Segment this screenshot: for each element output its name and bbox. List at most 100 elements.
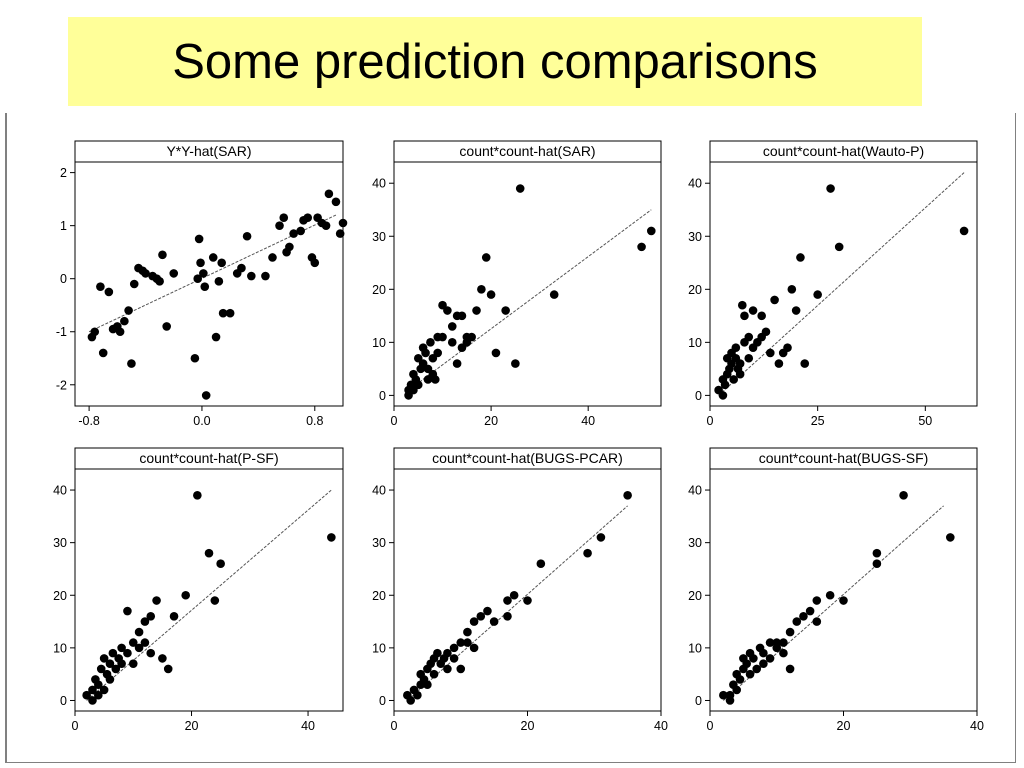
data-point bbox=[158, 250, 167, 260]
plot-area bbox=[74, 161, 344, 407]
data-point bbox=[96, 282, 105, 291]
data-point bbox=[787, 285, 797, 294]
y-tick-label: 20 bbox=[372, 589, 386, 603]
data-point bbox=[825, 590, 835, 600]
data-point bbox=[449, 654, 459, 663]
data-point bbox=[426, 338, 435, 347]
data-point bbox=[501, 306, 510, 315]
data-point bbox=[523, 596, 532, 605]
data-point bbox=[117, 659, 126, 668]
x-tick-label: 20 bbox=[185, 719, 199, 733]
data-point bbox=[261, 271, 270, 281]
data-point bbox=[759, 648, 768, 658]
data-point bbox=[338, 218, 348, 228]
data-point bbox=[218, 308, 228, 318]
data-point bbox=[163, 664, 173, 674]
data-point bbox=[503, 596, 512, 605]
data-point bbox=[406, 696, 415, 705]
data-point bbox=[959, 226, 969, 236]
y-tick-label: 0 bbox=[60, 694, 67, 708]
data-point bbox=[88, 696, 97, 705]
data-point bbox=[225, 308, 235, 318]
data-point bbox=[452, 359, 462, 368]
slide-title: Some prediction comparisons bbox=[172, 34, 818, 89]
data-point bbox=[839, 596, 848, 605]
data-point bbox=[456, 664, 466, 674]
data-point bbox=[765, 638, 775, 647]
data-point bbox=[812, 596, 822, 605]
data-point bbox=[472, 306, 481, 315]
x-tick-label: 0.0 bbox=[193, 414, 210, 428]
data-point bbox=[536, 559, 546, 568]
data-point bbox=[796, 253, 805, 262]
data-point bbox=[509, 590, 519, 600]
data-point bbox=[463, 627, 472, 637]
data-point bbox=[190, 353, 200, 363]
plot-area bbox=[393, 161, 662, 407]
x-tick-label: 0 bbox=[707, 414, 714, 428]
data-point bbox=[779, 638, 788, 647]
data-point bbox=[765, 654, 775, 663]
data-point bbox=[129, 279, 139, 289]
y-tick-label: 1 bbox=[60, 219, 67, 233]
data-point bbox=[285, 242, 294, 252]
data-point bbox=[146, 612, 156, 621]
data-point bbox=[120, 316, 129, 326]
data-point bbox=[237, 263, 246, 273]
data-point bbox=[477, 285, 486, 294]
data-point bbox=[719, 690, 728, 700]
data-point bbox=[774, 359, 784, 368]
y-tick-label: 20 bbox=[688, 283, 702, 297]
data-point bbox=[196, 258, 205, 268]
x-tick-label: 0 bbox=[391, 414, 398, 428]
data-point bbox=[214, 277, 224, 286]
x-tick-label: 40 bbox=[301, 719, 315, 733]
y-tick-label: -2 bbox=[56, 378, 67, 392]
data-point bbox=[128, 659, 138, 668]
data-point bbox=[433, 348, 442, 358]
data-point bbox=[946, 533, 955, 542]
data-point bbox=[141, 269, 150, 278]
data-point bbox=[94, 680, 103, 689]
y-tick-label: 30 bbox=[688, 230, 702, 244]
y-tick-label: 20 bbox=[53, 589, 67, 603]
data-point bbox=[104, 287, 114, 297]
scatter-panel-6: count*count-hat(BUGS-SF) 0 10 20 30 40 0 20 40 bbox=[688, 447, 984, 733]
data-point bbox=[549, 290, 559, 299]
x-tick-label: 0.8 bbox=[306, 414, 323, 428]
data-point bbox=[813, 290, 822, 299]
data-point bbox=[772, 638, 782, 647]
data-point bbox=[757, 311, 766, 321]
x-tick-label: 20 bbox=[484, 414, 498, 428]
scatter-panel-1: Y*Y-hat(SAR) -2 -1 0 1 2 -0.8 0.0 0.8 bbox=[56, 140, 348, 428]
data-point bbox=[515, 184, 525, 193]
data-point bbox=[735, 369, 745, 379]
data-point bbox=[463, 638, 472, 647]
data-point bbox=[201, 391, 211, 400]
data-point bbox=[423, 680, 432, 689]
data-point bbox=[94, 690, 103, 700]
y-tick-label: 30 bbox=[372, 536, 386, 550]
data-point bbox=[761, 327, 771, 337]
data-point bbox=[732, 685, 741, 695]
panel-title: count*count-hat(BUGS-SF) bbox=[759, 450, 929, 466]
x-tick-label: 50 bbox=[918, 414, 932, 428]
data-point bbox=[321, 221, 331, 230]
data-point bbox=[421, 348, 430, 358]
data-point bbox=[279, 213, 289, 222]
y-tick-label: 10 bbox=[688, 641, 702, 655]
data-point bbox=[469, 617, 479, 626]
data-point bbox=[725, 690, 735, 700]
y-tick-label: 20 bbox=[372, 283, 386, 297]
data-point bbox=[82, 690, 91, 700]
data-point bbox=[742, 659, 752, 668]
y-tick-label: 0 bbox=[695, 694, 702, 708]
data-point bbox=[413, 380, 423, 390]
data-point bbox=[785, 664, 795, 674]
panel-title: Y*Y-hat(SAR) bbox=[166, 143, 251, 159]
y-tick-label: 10 bbox=[372, 336, 386, 350]
data-point bbox=[193, 274, 203, 283]
figure-frame: Y*Y-hat(SAR) -2 -1 0 1 2 -0.8 0.0 0.8 count*count… bbox=[5, 113, 1016, 763]
data-point bbox=[720, 380, 730, 390]
data-point bbox=[748, 306, 758, 315]
